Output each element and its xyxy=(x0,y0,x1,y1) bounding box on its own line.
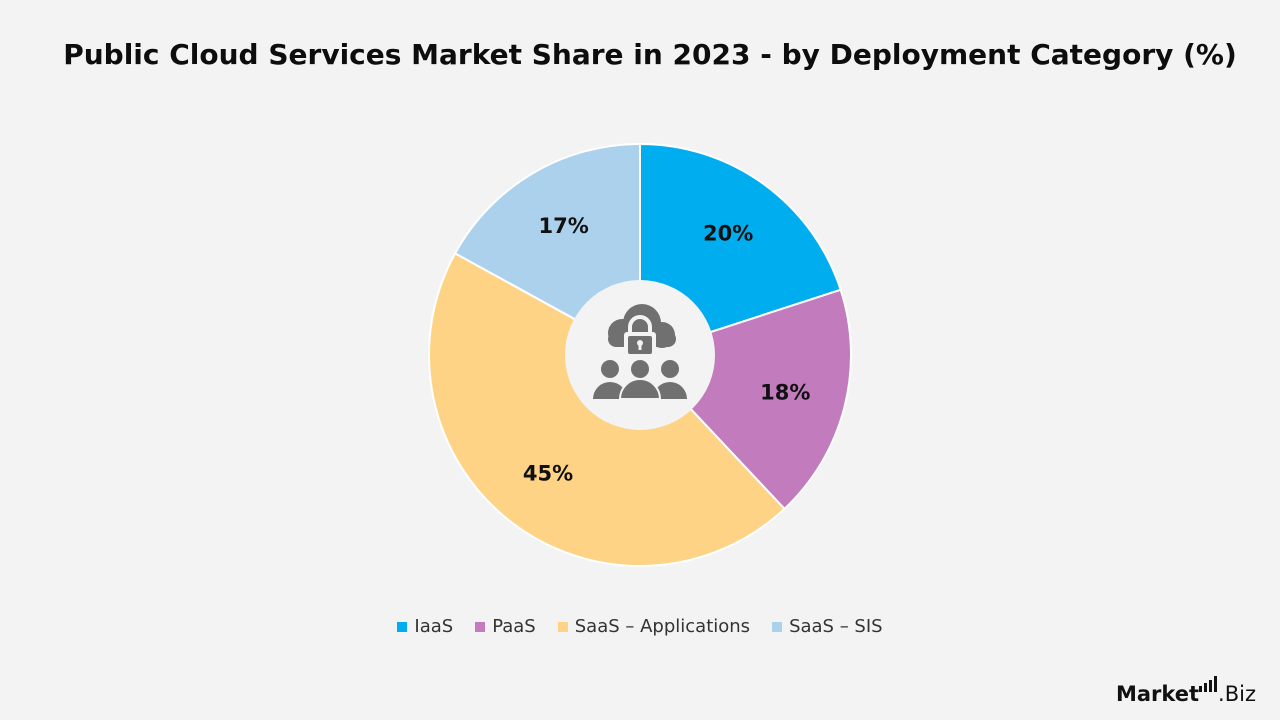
legend-label: IaaS xyxy=(414,616,454,637)
legend-label: PaaS xyxy=(492,616,536,637)
legend-label: SaaS – Applications xyxy=(574,616,751,637)
brand-bars-icon xyxy=(1199,676,1218,692)
brand-logo: Market .Biz xyxy=(1116,676,1256,706)
cloud-lock-users-icon xyxy=(593,304,687,400)
legend-item: SaaS – SIS xyxy=(772,616,883,637)
legend-item: IaaS xyxy=(397,616,453,637)
legend-swatch xyxy=(397,621,408,632)
slice-value-label: 20% xyxy=(703,222,753,246)
labels-group: 20% 18% 45% 17% xyxy=(523,214,810,486)
legend-swatch xyxy=(557,621,568,632)
legend-swatch xyxy=(475,621,486,632)
slice-value-label: 18% xyxy=(760,380,810,404)
legend-swatch xyxy=(772,621,783,632)
legend-label: SaaS – SIS xyxy=(789,616,883,637)
chart-title: Public Cloud Services Market Share in 20… xyxy=(63,38,1237,71)
brand-name-bold: Market xyxy=(1115,682,1200,706)
legend-item: PaaS xyxy=(475,616,536,637)
legend-item: SaaS – Applications xyxy=(557,616,751,637)
brand-name-rest: .Biz xyxy=(1218,682,1256,706)
legend: IaaS PaaS SaaS – Applications SaaS – SIS xyxy=(0,616,1280,637)
slice-value-label: 45% xyxy=(523,462,573,486)
slice-value-label: 17% xyxy=(539,214,589,238)
